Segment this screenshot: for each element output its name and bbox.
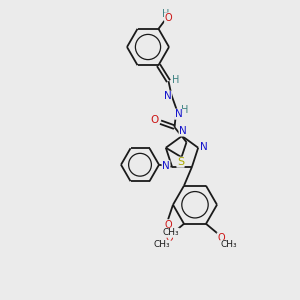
- Text: O: O: [165, 13, 172, 23]
- Text: N: N: [175, 109, 182, 119]
- Text: N: N: [162, 161, 170, 171]
- Text: O: O: [150, 115, 159, 125]
- Text: CH₃: CH₃: [154, 240, 170, 249]
- Text: N: N: [179, 126, 187, 136]
- Text: N: N: [164, 91, 171, 101]
- Text: H: H: [181, 105, 188, 115]
- Text: S: S: [177, 157, 184, 167]
- Text: O: O: [165, 233, 173, 243]
- Text: H: H: [162, 9, 169, 19]
- Text: H: H: [172, 75, 179, 85]
- Text: O: O: [217, 233, 225, 243]
- Text: O: O: [164, 220, 172, 230]
- Text: N: N: [200, 142, 208, 152]
- Text: CH₃: CH₃: [221, 240, 237, 249]
- Text: CH₃: CH₃: [163, 228, 179, 237]
